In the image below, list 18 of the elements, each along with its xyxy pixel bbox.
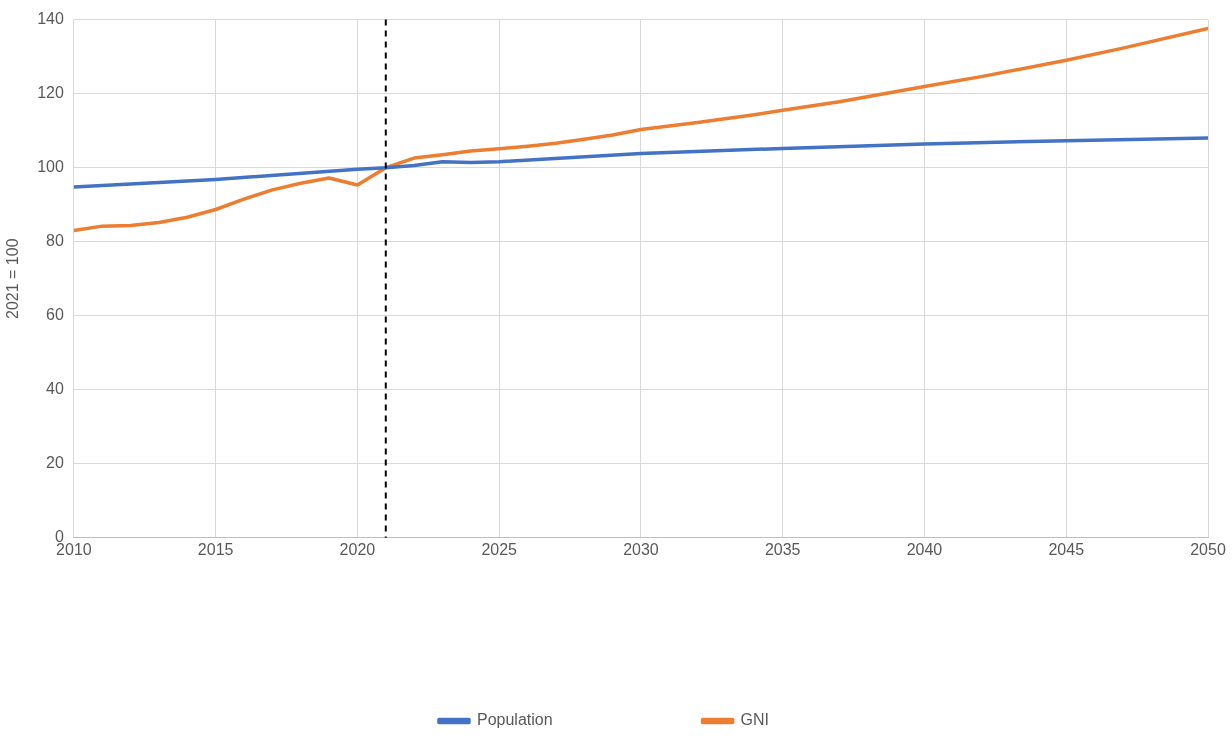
x-tick-label: 2030 bbox=[623, 540, 659, 558]
legend-label: Population bbox=[476, 711, 553, 729]
x-tick-label: 2050 bbox=[1190, 540, 1226, 558]
y-axis-title: 2021 = 100 bbox=[4, 238, 22, 319]
y-tick-label: 80 bbox=[46, 232, 64, 250]
y-tick-label: 20 bbox=[46, 454, 64, 472]
y-tick-label: 100 bbox=[37, 158, 64, 176]
y-tick-label: 120 bbox=[37, 84, 64, 102]
y-tick-label: 140 bbox=[37, 10, 64, 28]
x-tick-label: 2025 bbox=[481, 540, 518, 558]
x-tick-label: 2045 bbox=[1048, 540, 1085, 558]
x-tick-label: 2035 bbox=[764, 540, 801, 558]
y-tick-label: 60 bbox=[46, 306, 64, 324]
legend-label: GNI bbox=[740, 711, 770, 729]
x-tick-label: 2020 bbox=[339, 540, 376, 558]
y-tick-label: 40 bbox=[46, 380, 64, 398]
x-tick-label: 2040 bbox=[906, 540, 943, 558]
x-tick-label: 2015 bbox=[197, 540, 234, 558]
